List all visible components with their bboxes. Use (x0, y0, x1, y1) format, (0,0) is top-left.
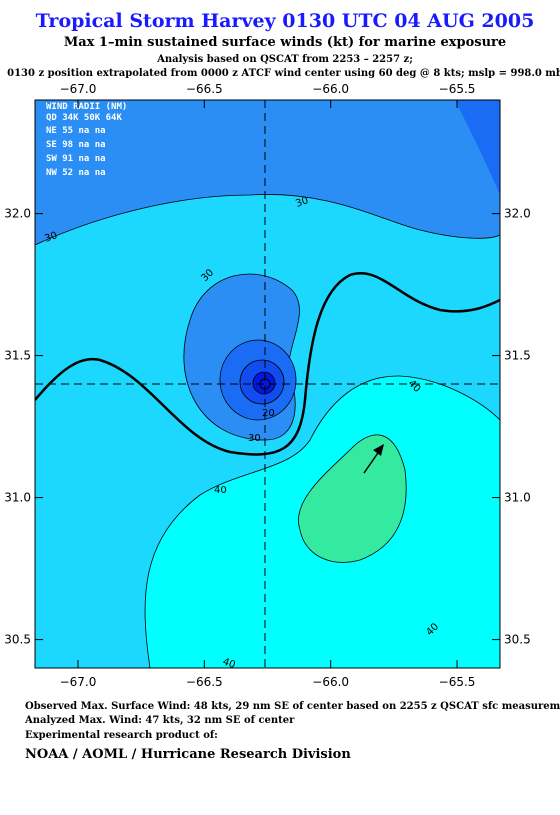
y-tick-label: 31.0 (4, 491, 31, 505)
contour-label: 30 (248, 433, 261, 444)
y-tick-label: 30.5 (4, 633, 31, 647)
radii-row: SE 98 na na (46, 140, 106, 150)
inner-core (252, 371, 276, 395)
footer-org: NOAA / AOML / Hurricane Research Divisio… (25, 747, 351, 762)
y-tick-label: 30.5 (504, 633, 531, 647)
storm-center (259, 378, 271, 390)
footer-line: Observed Max. Surface Wind: 48 kts, 29 n… (25, 701, 560, 712)
radii-title: WIND RADII (NM) (46, 102, 127, 112)
radii-header: QD 34K 50K 64K (46, 113, 122, 123)
x-tick-label: −66.0 (312, 82, 349, 96)
x-tick-label: −66.5 (186, 675, 223, 689)
radii-row: SW 91 na na (46, 154, 106, 164)
x-tick-label: −67.0 (60, 82, 97, 96)
contour-label: 30 (294, 195, 310, 210)
wind-radii-table: WIND RADII (NM) QD 34K 50K 64K NE 55 na … (46, 102, 127, 178)
contour-label: 30 (43, 230, 59, 245)
y-tick-label: 32.0 (504, 207, 531, 221)
footer-line: Experimental research product of: (25, 730, 218, 741)
zone-over-45 (298, 434, 407, 563)
contour-label: 40 (221, 656, 237, 671)
x-tick-label: −66.0 (312, 675, 349, 689)
y-tick-label: 31.0 (504, 491, 531, 505)
subtitle-line: Analysis based on QSCAT from 2253 – 2257… (156, 54, 413, 65)
footer-line: Analyzed Max. Wind: 47 kts, 32 nm SE of … (24, 715, 295, 726)
title: Tropical Storm Harvey 0130 UTC 04 AUG 20… (36, 10, 535, 32)
y-tick-label: 31.5 (504, 349, 531, 363)
x-tick-label: −65.5 (439, 82, 476, 96)
zone-under-30 (35, 100, 500, 245)
radii-row: NE 55 na na (46, 126, 106, 136)
subtitle-line: 0130 z position extrapolated from 0000 z… (7, 68, 560, 79)
y-tick-label: 31.5 (4, 349, 31, 363)
contour-label: 40 (214, 485, 227, 496)
wind-arrow-head (373, 444, 384, 456)
x-tick-label: −67.0 (60, 675, 97, 689)
contour-label: 20 (262, 408, 275, 419)
contour (144, 375, 500, 668)
subtitle: Max 1–min sustained surface winds (kt) f… (64, 35, 506, 50)
radii-row: NW 52 na na (46, 168, 106, 178)
wind-field (35, 100, 500, 668)
zone-under-20 (455, 100, 500, 195)
wind-arrow (363, 449, 381, 474)
gale-contour (35, 272, 500, 456)
x-tick-label: −65.5 (439, 675, 476, 689)
x-tick-label: −66.5 (186, 82, 223, 96)
contour (35, 194, 500, 246)
y-tick-label: 32.0 (4, 207, 31, 221)
